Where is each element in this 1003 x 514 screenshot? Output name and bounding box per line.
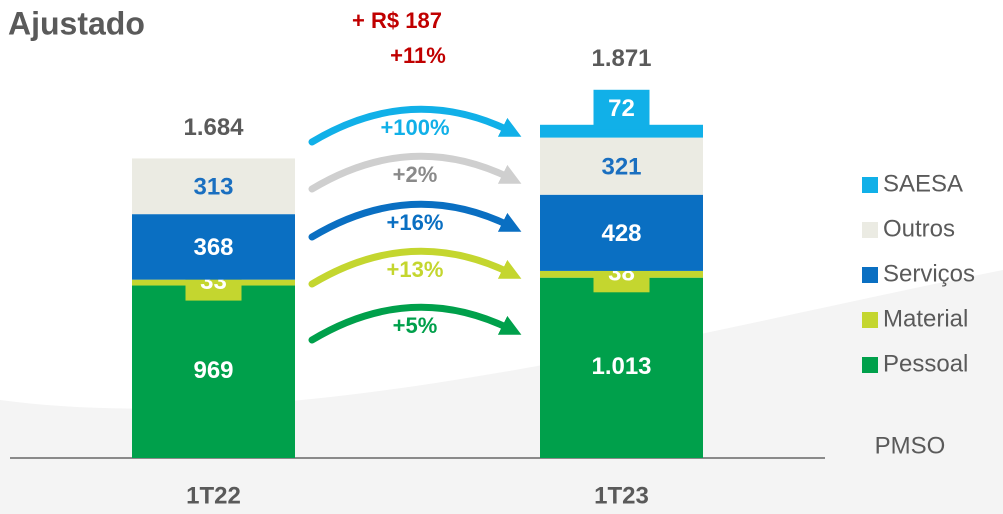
total-label: 1.684 (183, 114, 244, 141)
bar-segment (540, 124, 703, 138)
arrow (308, 200, 522, 241)
x-tick-label: 1T22 (186, 482, 241, 509)
bar-segment (540, 277, 703, 458)
bar-segment (540, 194, 703, 271)
x-tick-label: 1T23 (594, 482, 649, 509)
arrow-label: +2% (393, 162, 438, 187)
arrow (308, 247, 522, 288)
bar-segment (132, 285, 295, 458)
legend-label: Material (883, 305, 968, 332)
arrow (308, 105, 522, 146)
arrow-label: +13% (387, 257, 444, 282)
change-value: + R$ 187 (352, 8, 442, 33)
total-label: 1.871 (591, 45, 651, 72)
legend-title: PMSO (875, 432, 946, 459)
arrow-label: +5% (393, 313, 438, 338)
change-percent: +11% (390, 43, 446, 68)
legend-label: Serviços (883, 260, 975, 287)
legend-swatch (862, 267, 878, 283)
legend-label: Pessoal (883, 350, 968, 377)
data-label: 969 (193, 357, 233, 384)
data-label: 368 (193, 234, 233, 261)
arrow (308, 303, 522, 344)
bar-segment (132, 214, 295, 280)
legend-swatch (862, 312, 878, 328)
bar-segment (132, 158, 295, 215)
data-label: 321 (601, 154, 641, 181)
chart-title: Ajustado (8, 5, 145, 41)
arrow-label: +16% (387, 210, 444, 235)
legend-label: Outros (883, 215, 955, 242)
data-label: 1.013 (591, 353, 651, 380)
bar-segment (540, 137, 703, 195)
data-label: 428 (601, 220, 641, 247)
legend-swatch (862, 177, 878, 193)
data-label: 313 (193, 174, 233, 201)
legend-label: SAESA (883, 170, 963, 197)
arrow-label: +100% (380, 115, 449, 140)
legend-swatch (862, 222, 878, 238)
label-box (593, 89, 650, 130)
data-label: 72 (608, 95, 635, 122)
legend-swatch (862, 357, 878, 373)
arrow (308, 152, 522, 193)
